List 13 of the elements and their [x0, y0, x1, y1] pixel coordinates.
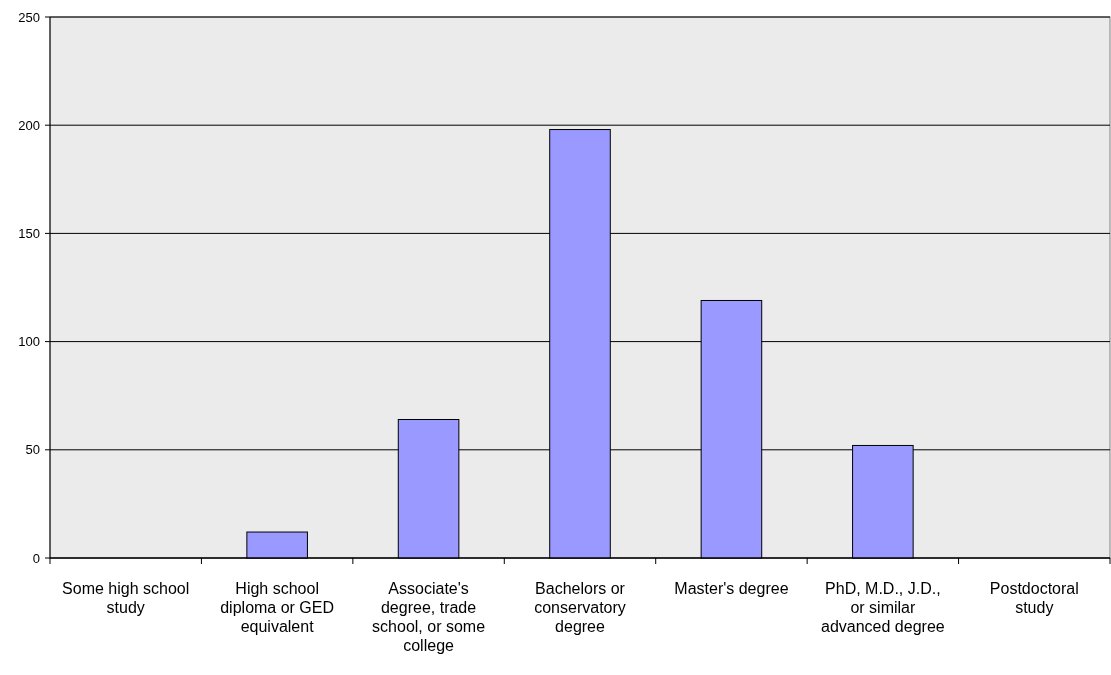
- y-tick-label: 250: [18, 9, 40, 25]
- x-tick-label: Postdoctoral study: [989, 580, 1079, 616]
- x-tick-label: High school diploma or GED equivalent: [220, 580, 335, 635]
- y-tick-label: 150: [18, 225, 40, 241]
- x-tick-label: Associate's degree, trade school, or some college: [372, 580, 486, 654]
- x-tick-label: Some high school study: [62, 580, 190, 616]
- x-tick-label: Bachelors or conservatory degree: [534, 580, 626, 635]
- y-tick-label: 50: [25, 442, 40, 458]
- x-tick-label: Master's degree: [674, 580, 789, 597]
- y-tick-label: 100: [18, 334, 40, 350]
- y-tick-label: 0: [32, 550, 40, 566]
- x-tick-label: PhD, M.D., J.D., or similar advanced degree: [821, 580, 945, 635]
- y-tick-label: 200: [18, 117, 40, 133]
